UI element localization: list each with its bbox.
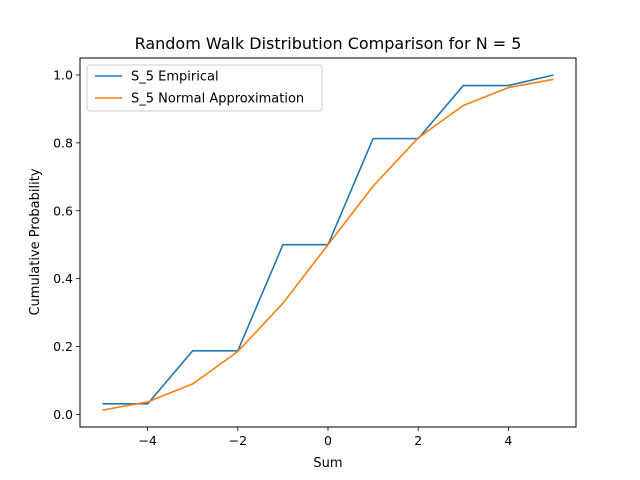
legend-entry: S_5 Normal Approximation — [131, 92, 304, 107]
y-axis-ticks: 0.0 0.2 0.4 0.6 0.8 1.0 — [53, 67, 80, 422]
chart-title: Random Walk Distribution Comparison for … — [135, 34, 522, 53]
y-tick-label: 0.0 — [53, 407, 73, 422]
x-tick-label: −2 — [229, 433, 247, 448]
x-tick-label: −4 — [138, 433, 156, 448]
x-tick-label: 4 — [504, 433, 512, 448]
y-tick-label: 1.0 — [53, 67, 73, 82]
legend-box — [86, 64, 323, 112]
y-tick-label: 0.8 — [53, 135, 73, 150]
legend-entry: S_5 Empirical — [131, 70, 219, 85]
legend: S_5 Empirical S_5 Normal Approximation — [86, 64, 323, 112]
series-line-empirical — [102, 74, 554, 405]
series-line-normal-approximation — [102, 78, 554, 411]
y-tick-label: 0.2 — [53, 339, 73, 354]
x-axis-label: Sum — [313, 456, 342, 471]
y-tick-label: 0.4 — [53, 271, 73, 286]
x-tick-label: 0 — [324, 433, 332, 448]
plot-area — [102, 74, 554, 411]
x-tick-label: 2 — [414, 433, 422, 448]
x-axis-ticks: −4 −2 0 2 4 — [138, 427, 512, 448]
y-tick-label: 0.6 — [53, 203, 73, 218]
axes-frame — [79, 57, 577, 428]
y-axis-label: Cumulative Probability — [28, 168, 43, 315]
